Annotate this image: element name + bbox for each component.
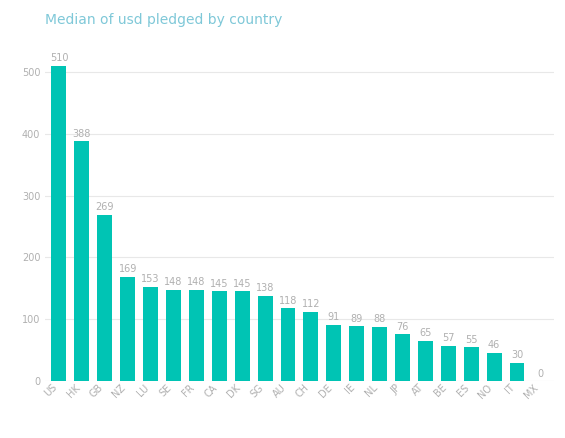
Bar	[212, 291, 227, 381]
Bar	[97, 215, 112, 381]
Text: 89: 89	[351, 314, 363, 324]
Bar	[464, 347, 479, 381]
Bar	[234, 291, 250, 381]
Text: Median of usd pledged by country: Median of usd pledged by country	[45, 13, 282, 27]
Text: 169: 169	[119, 264, 137, 274]
Bar	[395, 334, 410, 381]
Text: 112: 112	[302, 300, 320, 309]
Text: 388: 388	[73, 129, 91, 139]
Text: 145: 145	[233, 279, 251, 289]
Text: 65: 65	[419, 328, 432, 339]
Text: 153: 153	[141, 274, 160, 284]
Text: 30: 30	[511, 350, 523, 360]
Text: 510: 510	[50, 53, 68, 64]
Bar	[486, 353, 502, 381]
Bar	[441, 346, 456, 381]
Bar	[51, 66, 67, 381]
Bar	[349, 326, 364, 381]
Text: 145: 145	[210, 279, 228, 289]
Bar	[189, 290, 204, 381]
Bar	[166, 290, 181, 381]
Bar	[303, 312, 318, 381]
Text: 269: 269	[95, 202, 114, 212]
Bar	[75, 141, 89, 381]
Bar	[418, 341, 433, 381]
Bar	[510, 363, 524, 381]
Bar	[281, 308, 295, 381]
Text: 0: 0	[537, 369, 543, 378]
Text: 148: 148	[164, 277, 182, 287]
Text: 138: 138	[256, 283, 274, 293]
Bar	[258, 296, 272, 381]
Text: 57: 57	[442, 333, 455, 343]
Text: 118: 118	[279, 296, 297, 306]
Bar	[143, 286, 158, 381]
Text: 46: 46	[488, 340, 500, 350]
Text: 88: 88	[373, 314, 386, 324]
Bar	[120, 277, 135, 381]
Text: 76: 76	[396, 321, 408, 332]
Text: 91: 91	[328, 312, 340, 322]
Bar	[327, 325, 341, 381]
Text: 55: 55	[465, 335, 477, 345]
Text: 148: 148	[187, 277, 206, 287]
Bar	[372, 327, 387, 381]
